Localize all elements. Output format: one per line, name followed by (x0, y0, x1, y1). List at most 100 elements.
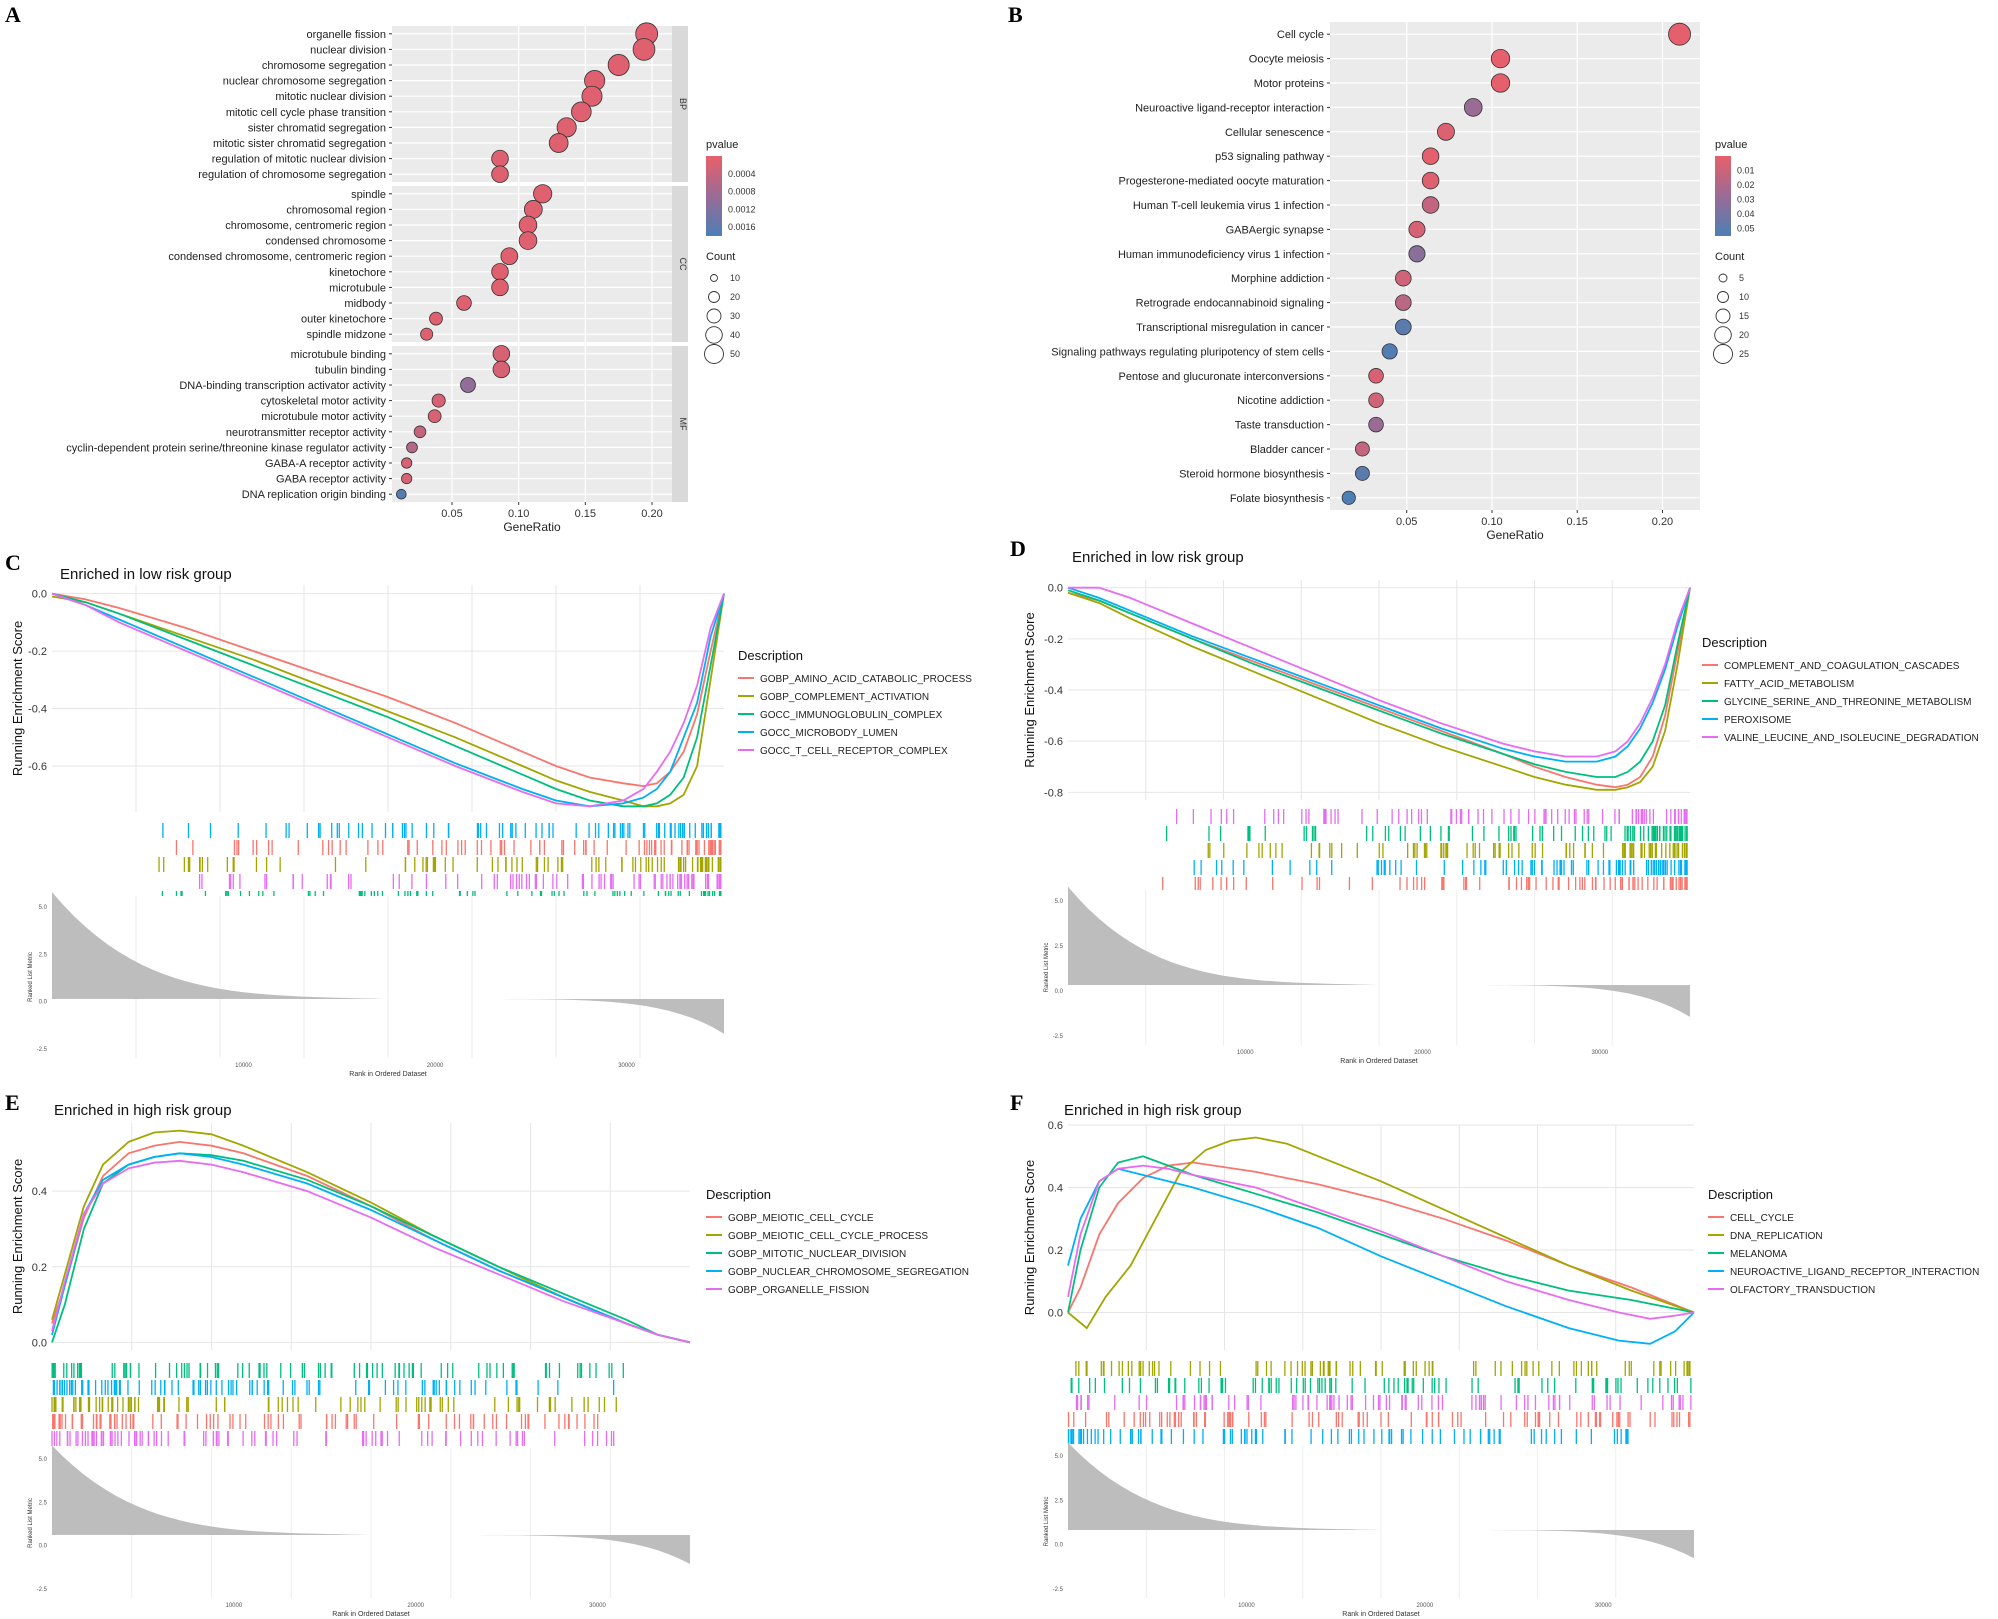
dot (492, 345, 511, 363)
hit-row-background (52, 839, 724, 856)
legend-label: GOBP_MEIOTIC_CELL_CYCLE (728, 1213, 874, 1224)
metric-area (1068, 1442, 1694, 1559)
dot (492, 360, 511, 379)
legend-label: OLFACTORY_TRANSDUCTION (1730, 1285, 1875, 1296)
metric-tick-label: 2.5 (1055, 944, 1064, 950)
legend-tick-count: 30 (730, 311, 740, 321)
plot-title: Enriched in high risk group (1064, 1102, 1242, 1119)
term-label: Progesterone-mediated oocyte maturation (1119, 176, 1324, 188)
legend-label: VALINE_LEUCINE_AND_ISOLEUCINE_DEGRADATIO… (1724, 733, 1979, 744)
term-label: microtubule (329, 282, 386, 294)
es-line (1067, 586, 1691, 763)
tick-label-y: 0.4 (1048, 1183, 1063, 1195)
term-label: kinetochore (329, 267, 386, 279)
axis-title-x: Rank in Ordered Dataset (1340, 1058, 1417, 1065)
es-line (1068, 586, 1691, 758)
dot (1668, 22, 1691, 46)
legend-title-count: Count (1715, 251, 1744, 263)
term-label: GABA-A receptor activity (265, 458, 387, 470)
term-label: Neuroactive ligand-receptor interaction (1135, 102, 1324, 114)
legend-size-circle (705, 326, 723, 344)
legend-label: CELL_CYCLE (1730, 1213, 1794, 1224)
term-label: cyclin-dependent protein serine/threonin… (66, 442, 386, 454)
axis-title-x: Rank in Ordered Dataset (1342, 1611, 1419, 1618)
term-label: tubulin binding (315, 364, 386, 376)
legend-size-circle (708, 291, 720, 303)
term-label: Human immunodeficiency virus 1 infection (1118, 249, 1324, 261)
axis-title-y: Running Enrichment Score (10, 621, 25, 776)
tick-label-x: 20000 (427, 1063, 444, 1069)
facet-strip (672, 346, 688, 502)
dot (396, 488, 407, 500)
tick-label-y: 0.0 (32, 1337, 47, 1349)
tick-label-y: 0.4 (32, 1186, 47, 1198)
dot (1490, 73, 1511, 93)
legend-tick-pvalue: 0.0004 (728, 169, 756, 179)
metric-tick-label: 5.0 (1055, 899, 1064, 905)
legend-size-circle (706, 308, 722, 324)
legend-title: Description (738, 648, 803, 663)
dot (431, 393, 446, 408)
tick-label-y: 0.0 (1048, 583, 1063, 595)
metric-tick-label: 0.0 (1055, 1543, 1064, 1549)
hit-row-background (52, 1413, 690, 1430)
dot (1354, 441, 1370, 457)
axis-title-y: Running Enrichment Score (10, 1159, 25, 1314)
dot (1368, 392, 1384, 408)
legend-label: GOCC_IMMUNOGLOBULIN_COMPLEX (760, 710, 943, 721)
metric-tick-label: 0.0 (1055, 989, 1064, 995)
tick-label-x: 30000 (1591, 1050, 1608, 1056)
dot (518, 231, 538, 250)
term-label: Cell cycle (1277, 29, 1324, 41)
metric-tick-label: -2.5 (1053, 1587, 1064, 1593)
term-label: sister chromatid segregation (248, 122, 386, 134)
metric-tick-label: -2.5 (37, 1587, 48, 1593)
legend-label: FATTY_ACID_METABOLISM (1724, 679, 1854, 690)
es-line (51, 1159, 691, 1344)
term-label: chromosomal region (286, 204, 386, 216)
facet-strip (672, 26, 688, 182)
tick-label-x: 0.05 (1396, 516, 1417, 528)
tick-label-y: 0.6 (1048, 1120, 1063, 1132)
legend-tick-pvalue: 0.0008 (728, 187, 756, 197)
dot (456, 295, 472, 311)
term-label: condensed chromosome (266, 236, 386, 248)
dot (401, 457, 413, 469)
tick-label-y: 0.0 (1048, 1308, 1063, 1320)
legend-size-circle (704, 344, 724, 364)
dot (406, 441, 418, 454)
es-line (51, 592, 725, 808)
facet-label: BP (678, 98, 688, 110)
legend-tick-count: 40 (730, 330, 740, 340)
es-line (1067, 587, 1691, 778)
legend-size-circle (1714, 326, 1732, 344)
term-label: Cellular senescence (1225, 127, 1324, 139)
dot (401, 473, 413, 485)
dot (1437, 122, 1455, 141)
panel-letter-b: B (1008, 2, 1023, 27)
legend-title: Description (1708, 1187, 1773, 1202)
legend-tick-count: 20 (1739, 330, 1749, 340)
term-label: neurotransmitter receptor activity (226, 427, 387, 439)
term-label: Human T-cell leukemia virus 1 infection (1133, 200, 1324, 212)
legend-label: GOBP_COMPLEMENT_ACTIVATION (760, 692, 929, 703)
term-label: Steroid hormone biosynthesis (1179, 468, 1324, 480)
term-label: nuclear chromosome segregation (223, 76, 386, 88)
legend-label: PEROXISOME (1724, 715, 1792, 726)
tick-label-y: -0.6 (1044, 736, 1063, 748)
hit-row-background (1068, 859, 1690, 876)
plot-title: Enriched in high risk group (54, 1102, 232, 1119)
tick-label-x: 0.10 (508, 508, 529, 520)
legend-tick-count: 10 (1739, 292, 1749, 302)
term-label: nuclear division (310, 44, 386, 56)
tick-label-x: 30000 (618, 1063, 635, 1069)
axis-title-x: Rank in Ordered Dataset (349, 1071, 426, 1078)
metric-axis-title: Ranked List Metric (28, 1498, 34, 1548)
term-label: Pentose and glucuronate interconversions (1119, 371, 1325, 383)
term-label: p53 signaling pathway (1215, 151, 1324, 163)
hit-row-background (52, 1362, 690, 1379)
term-label: Taste transduction (1235, 420, 1324, 432)
dot (1395, 318, 1412, 336)
hit-row-background (1068, 825, 1690, 842)
axis-title-x: Rank in Ordered Dataset (332, 1611, 409, 1618)
